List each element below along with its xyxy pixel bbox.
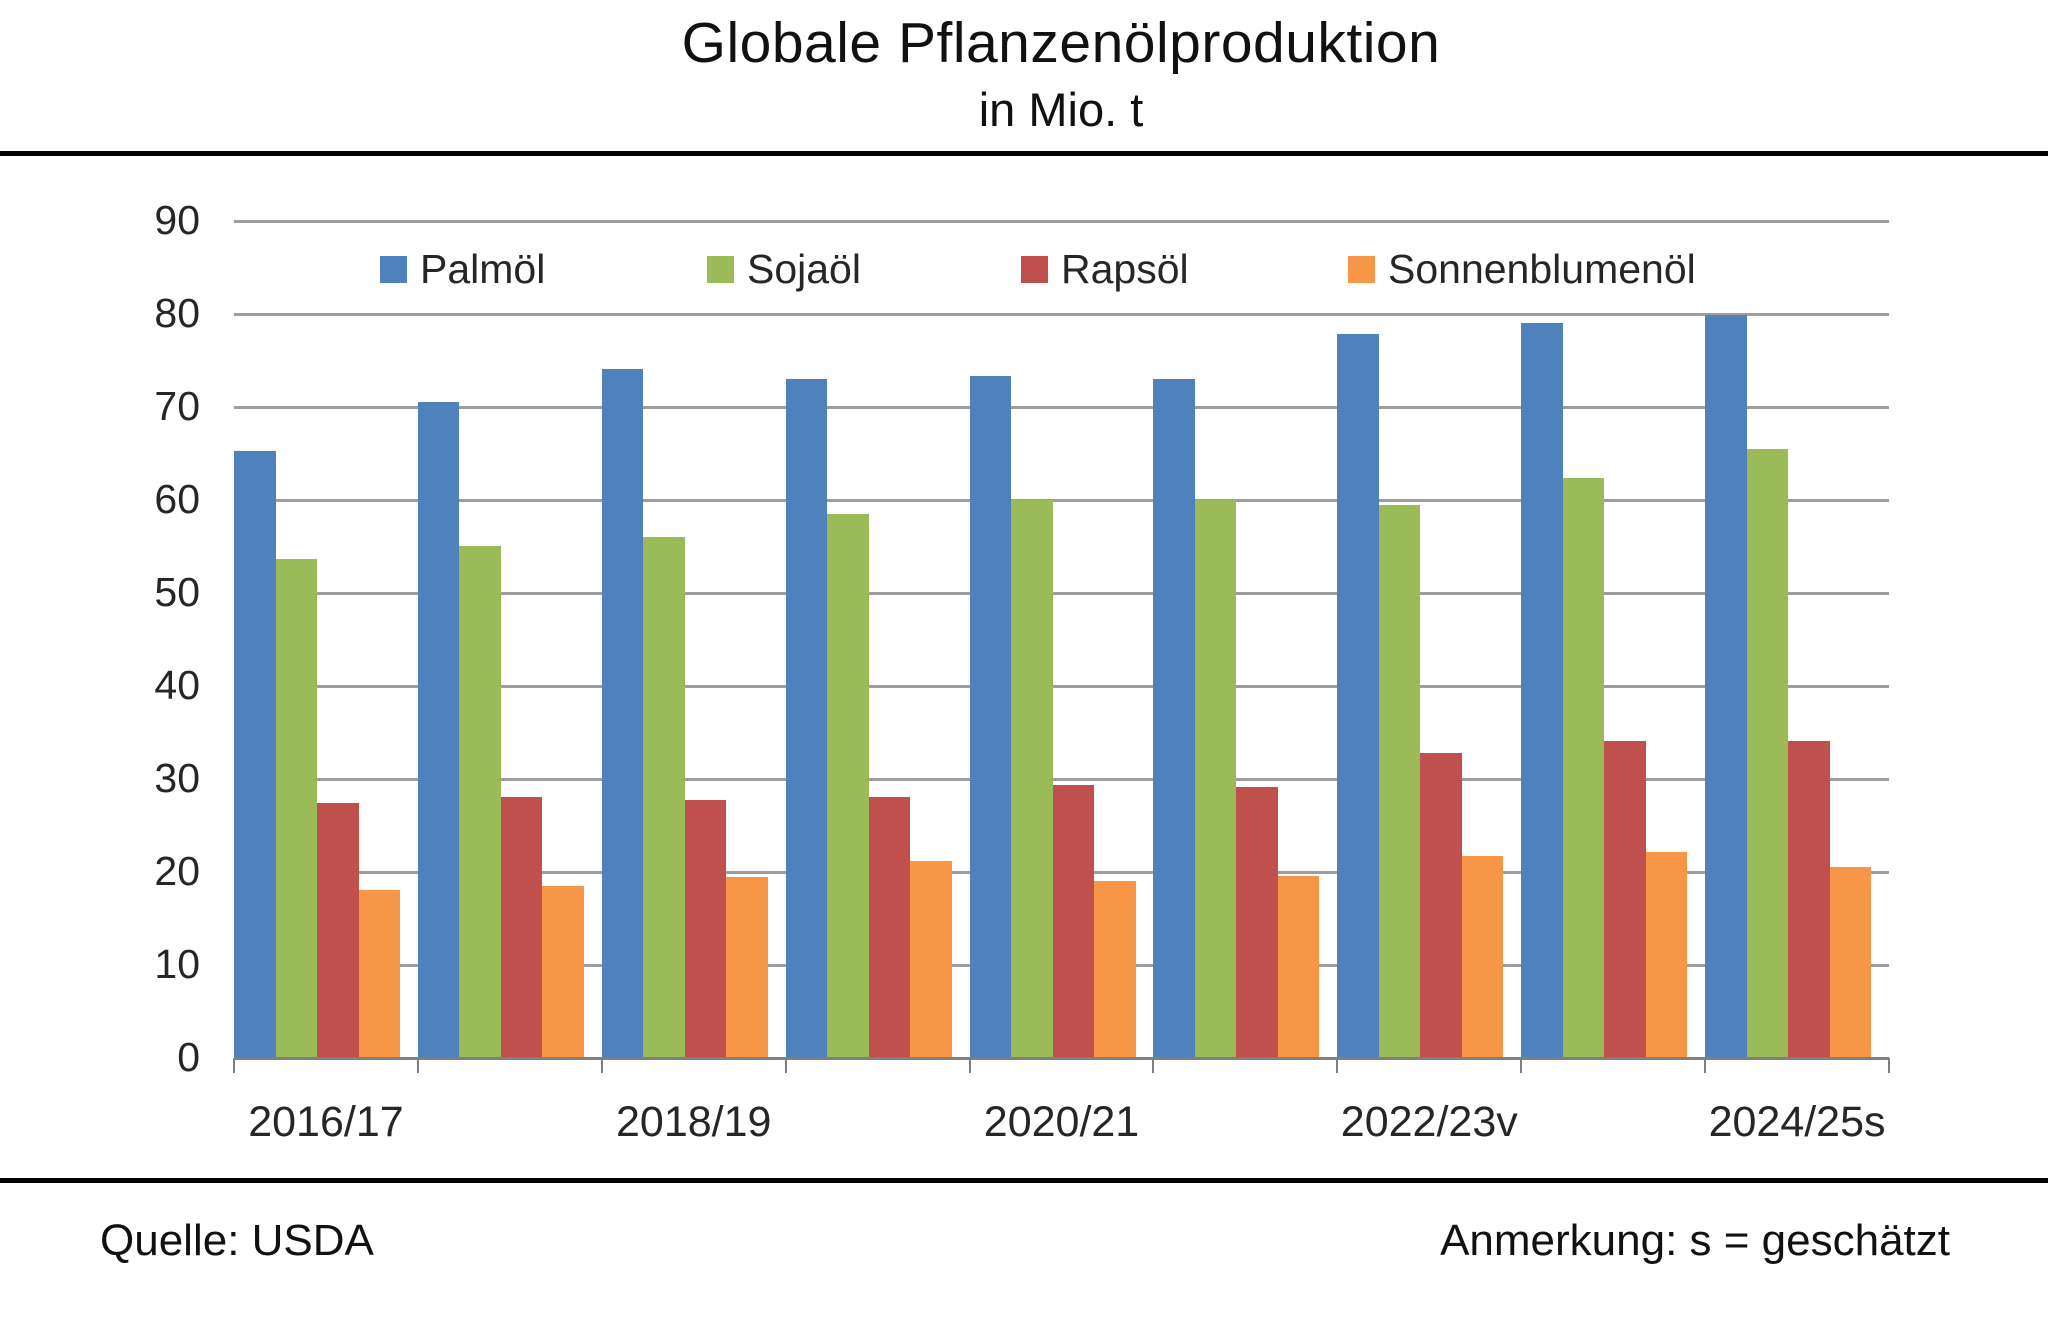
bar <box>1521 323 1563 1060</box>
source-note: Quelle: USDA <box>100 1216 374 1265</box>
bar <box>1746 448 1789 1060</box>
gridline <box>234 406 1889 409</box>
gridline <box>234 220 1889 223</box>
x-axis-tick-label: 2018/19 <box>616 1098 772 1146</box>
bar <box>643 537 685 1060</box>
y-axis-tick-label: 20 <box>154 848 200 894</box>
legend-swatch <box>707 256 734 283</box>
bar <box>1011 500 1053 1060</box>
bottom-divider-line <box>0 1178 2048 1183</box>
x-axis-tick <box>1336 1058 1339 1073</box>
y-axis-tick-label: 60 <box>154 476 200 522</box>
legend-label: Palmöl <box>420 246 546 292</box>
annotation-note: Anmerkung: s = geschätzt <box>1440 1216 1950 1265</box>
gridline <box>234 313 1889 316</box>
legend-item: Sonnenblumenöl <box>1348 246 1696 293</box>
y-axis-tick-label: 0 <box>177 1034 200 1080</box>
bar <box>1052 784 1095 1060</box>
x-axis-tick <box>968 1058 971 1073</box>
bar <box>1194 500 1237 1060</box>
chart-title: Globale Pflanzenölproduktion <box>681 11 1441 75</box>
bar <box>1337 333 1379 1060</box>
bar <box>1461 856 1504 1060</box>
gridline <box>234 592 1889 595</box>
x-axis-tick <box>600 1058 603 1073</box>
x-axis-tick-label: 2022/23v <box>1340 1098 1518 1146</box>
x-axis-tick-label: 2016/17 <box>248 1098 404 1146</box>
chart-subtitle: in Mio. t <box>978 83 1144 136</box>
x-axis-tick <box>233 1058 235 1073</box>
bar <box>1788 740 1830 1060</box>
x-axis-tick <box>1704 1058 1707 1073</box>
gridline <box>234 778 1889 781</box>
legend-swatch <box>1021 256 1048 283</box>
legend-item: Palmöl <box>380 246 545 293</box>
bar <box>1277 875 1320 1060</box>
bar <box>1645 851 1688 1060</box>
bar <box>785 379 828 1060</box>
bar <box>1604 740 1646 1060</box>
bar <box>275 558 317 1060</box>
legend-label: Sonnenblumenöl <box>1388 246 1696 292</box>
x-axis-tick-label: 2024/25s <box>1708 1098 1886 1146</box>
bar <box>1705 314 1747 1060</box>
bar <box>1378 504 1421 1060</box>
bar <box>358 889 400 1060</box>
bar <box>542 885 584 1060</box>
bar <box>417 402 460 1060</box>
bar <box>684 800 727 1060</box>
y-axis-tick-label: 50 <box>154 569 200 615</box>
legend-item: Rapsöl <box>1021 246 1189 293</box>
bar <box>459 545 501 1060</box>
bar <box>601 368 644 1060</box>
gridline <box>234 685 1889 688</box>
bar <box>726 876 768 1060</box>
x-axis-tick-label: 2020/21 <box>983 1098 1140 1146</box>
x-axis-tick <box>1520 1058 1523 1073</box>
bar <box>1829 867 1872 1060</box>
y-axis-tick-label: 30 <box>154 755 200 801</box>
x-axis-tick <box>1888 1058 1890 1073</box>
bar <box>827 513 869 1060</box>
gridline <box>234 499 1889 502</box>
bar <box>500 796 543 1060</box>
bar <box>1236 787 1278 1060</box>
x-axis-tick <box>1152 1058 1155 1073</box>
bar <box>969 376 1012 1060</box>
x-axis-line <box>234 1057 1889 1060</box>
top-divider-line <box>0 151 2048 156</box>
bar <box>1153 379 1195 1060</box>
bar <box>910 860 952 1060</box>
y-axis-tick-label: 90 <box>154 197 200 243</box>
legend-label: Rapsöl <box>1061 246 1189 292</box>
y-axis-tick-label: 10 <box>154 941 200 987</box>
y-axis-tick-label: 70 <box>154 383 200 429</box>
legend-swatch <box>380 256 407 283</box>
bar <box>868 796 911 1060</box>
legend-swatch <box>1348 256 1375 283</box>
bar <box>1094 881 1136 1060</box>
bar <box>1420 752 1462 1060</box>
y-axis-tick-label: 40 <box>154 662 200 708</box>
legend-item: Sojaöl <box>707 246 861 293</box>
bar <box>317 803 359 1060</box>
x-axis-tick <box>416 1058 419 1073</box>
legend-label: Sojaöl <box>747 246 861 292</box>
x-axis-tick <box>784 1058 787 1073</box>
y-axis-tick-label: 80 <box>154 290 200 336</box>
bar <box>1562 477 1605 1060</box>
bar <box>234 450 276 1060</box>
